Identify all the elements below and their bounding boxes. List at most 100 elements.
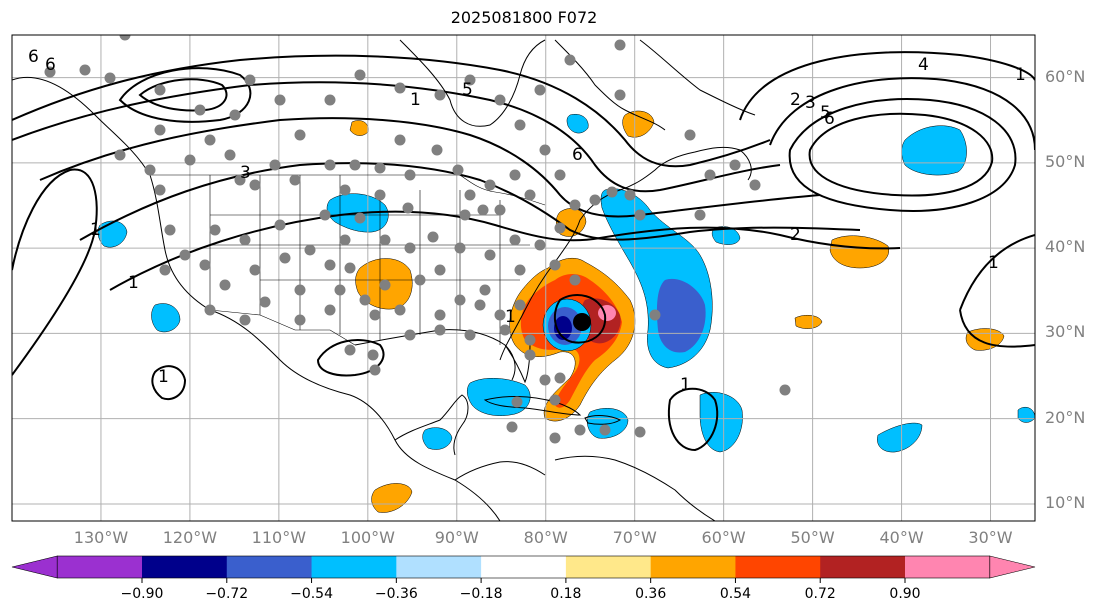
station-dot	[524, 334, 536, 346]
station-dot	[179, 249, 191, 261]
longitude-label: 130°W	[73, 528, 129, 547]
coast-north-america-east	[499, 146, 752, 361]
longitude-label: 110°W	[251, 528, 307, 547]
station-dot	[404, 242, 416, 254]
station-dot	[614, 39, 626, 51]
station-dot	[564, 54, 576, 66]
station-dot	[79, 64, 91, 76]
station-dot	[394, 304, 406, 316]
colorbar-bin	[57, 556, 142, 578]
station-dot	[649, 309, 661, 321]
station-dot	[539, 144, 551, 156]
coast-south-america	[554, 455, 716, 521]
station-dot	[374, 189, 386, 201]
station-dot	[524, 189, 536, 201]
station-dot	[549, 259, 561, 271]
station-dot	[514, 299, 526, 311]
colorbar-bin	[481, 556, 567, 578]
station-dot	[224, 149, 236, 161]
contour-north-band-3	[39, 117, 821, 218]
colorbar-extend-low	[11, 555, 58, 579]
station-dot	[204, 134, 216, 146]
contour-label: 1	[1015, 65, 1026, 85]
station-dot	[354, 212, 366, 224]
contour-gulf-loop	[316, 339, 385, 377]
station-dot	[464, 329, 476, 341]
latitude-label: 40°N	[1045, 237, 1086, 257]
contour-label: 5	[820, 103, 831, 123]
latitude-label: 60°N	[1045, 66, 1086, 86]
colorbar-tick-label: 0.72	[804, 586, 836, 602]
station-dot	[634, 426, 646, 438]
colorbar-outline	[56, 555, 991, 579]
longitude-label: 30°W	[968, 528, 1013, 547]
colorbar-bin	[650, 556, 736, 578]
map-title: 2025081800 F072	[450, 8, 598, 27]
colorbar-bin	[820, 556, 906, 578]
station-dot	[294, 284, 306, 296]
station-dot	[554, 372, 566, 384]
station-dot	[499, 324, 511, 336]
station-dot	[434, 324, 446, 336]
station-dot	[404, 169, 416, 181]
station-dot	[239, 314, 251, 326]
station-dot	[477, 204, 489, 216]
station-dot	[249, 179, 261, 191]
station-dot	[209, 224, 221, 236]
colorbar-bin	[311, 556, 397, 578]
station-dot	[344, 262, 356, 274]
station-dot	[289, 174, 301, 186]
station-dot	[404, 329, 416, 341]
contour-east-loop	[959, 309, 1035, 348]
station-dot	[454, 242, 466, 254]
coast-yucatan	[394, 394, 469, 456]
longitude-label: 120°W	[162, 528, 218, 547]
station-dot	[319, 209, 331, 221]
station-dot	[434, 264, 446, 276]
station-dot	[354, 69, 366, 81]
colorbar-bin	[226, 556, 313, 578]
station-dot	[454, 294, 466, 306]
contour-atlantic-loop	[667, 387, 719, 452]
station-dot	[694, 209, 706, 221]
colorbar-tick-label: −0.36	[374, 586, 418, 602]
station-dot	[164, 224, 176, 236]
contour-ne-loop-2	[808, 112, 994, 197]
station-dot	[119, 35, 131, 41]
station-dot	[484, 249, 496, 261]
longitude-label: 40°W	[879, 528, 924, 547]
station-dot	[624, 189, 636, 201]
fill-orange-labrador	[622, 110, 655, 138]
station-dot	[394, 134, 406, 146]
map-border	[11, 34, 1036, 522]
coast-cuba	[483, 395, 582, 416]
station-dot	[369, 309, 381, 321]
fill-navy-west-core	[554, 316, 572, 340]
longitude-label: 80°W	[523, 528, 568, 547]
station-dot	[539, 374, 551, 386]
station-dot	[114, 149, 126, 161]
station-dot	[154, 84, 166, 96]
station-dot	[554, 169, 566, 181]
station-dot	[427, 231, 439, 243]
station-dot	[514, 119, 526, 131]
station-dot	[569, 274, 581, 286]
coast-greenland	[639, 39, 756, 116]
station-dot	[324, 259, 336, 271]
station-dot	[249, 264, 261, 276]
colorbar-tick-label: 0.54	[719, 586, 752, 602]
station-dot	[549, 394, 561, 406]
storm-center-marker	[573, 313, 591, 331]
fill-cyan-ne-canada	[566, 114, 589, 134]
contour-ne-loop	[788, 98, 1017, 212]
station-dot	[194, 104, 206, 116]
colorbar-bin	[565, 556, 652, 578]
station-dot	[294, 314, 306, 326]
station-dot	[229, 109, 241, 121]
colorbar-bin	[142, 556, 228, 578]
contour-label: 3	[805, 93, 816, 113]
contour-west-wave	[12, 168, 98, 376]
contour-label: 6	[572, 145, 583, 165]
station-dot	[154, 184, 166, 196]
